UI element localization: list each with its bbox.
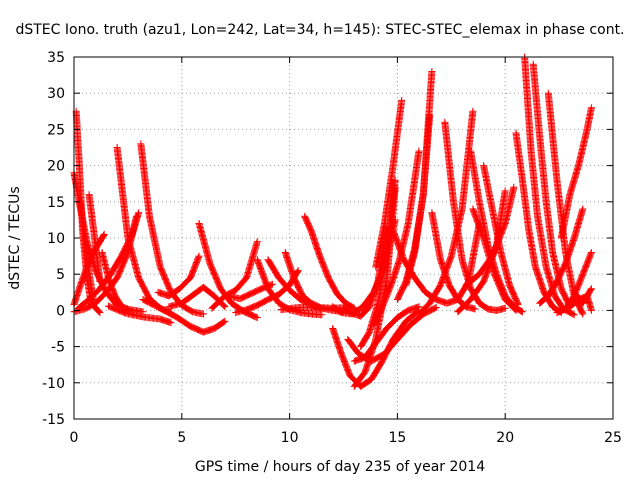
data-point-markers <box>553 249 595 317</box>
data-point-markers <box>529 60 574 311</box>
data-point-markers <box>557 104 595 242</box>
data-series <box>372 96 406 271</box>
data-point-markers <box>469 205 520 314</box>
x-tick-label: 0 <box>70 430 79 446</box>
y-tick-label: 0 <box>56 303 65 319</box>
data-point-markers <box>441 118 509 314</box>
y-tick-label: 25 <box>47 122 65 138</box>
axis-ticks <box>73 56 614 420</box>
y-tick-label: 30 <box>47 86 65 102</box>
data-point-markers <box>301 212 358 312</box>
data-series <box>105 302 175 327</box>
data-series <box>402 68 436 289</box>
data-series <box>566 292 595 314</box>
data-series <box>557 104 595 242</box>
data-series <box>529 60 574 311</box>
data-series <box>253 256 326 319</box>
y-tick-label: 15 <box>47 195 65 211</box>
y-tick-label: 5 <box>56 267 65 283</box>
y-tick-label: -5 <box>51 340 65 356</box>
data-point-markers <box>208 238 261 312</box>
data-series <box>553 249 595 317</box>
data-series <box>441 118 509 314</box>
chart-title: dSTEC Iono. truth (azu1, Lon=242, Lat=34… <box>15 22 624 38</box>
data-series <box>139 296 229 336</box>
data-series <box>208 238 261 312</box>
x-tick-label: 15 <box>388 430 406 446</box>
x-tick-label: 10 <box>281 430 299 446</box>
y-tick-label: -15 <box>42 412 65 428</box>
data-point-markers <box>98 249 132 314</box>
tick-labels: 0 5 10 15 20 25 -15 -10 -5 0 5 10 15 20 25 30 35 <box>42 50 622 446</box>
data-series <box>536 205 587 307</box>
data-point-markers <box>536 205 587 307</box>
x-tick-label: 25 <box>604 430 622 446</box>
y-tick-label: -10 <box>42 376 65 392</box>
data-point-markers <box>372 96 406 271</box>
y-tick-label: 20 <box>47 159 65 175</box>
data-point-markers <box>253 256 326 319</box>
data-point-markers <box>462 183 518 289</box>
data-point-markers <box>154 252 203 300</box>
y-tick-label: 10 <box>47 231 65 247</box>
data-point-markers <box>566 292 595 314</box>
x-axis-label: GPS time / hours of day 235 of year 2014 <box>195 459 485 475</box>
y-tick-label: 35 <box>47 50 65 66</box>
y-axis-label: dSTEC / TECUs <box>7 186 23 289</box>
data-series <box>98 249 132 314</box>
data-series <box>469 205 520 314</box>
data-point-markers <box>402 68 436 289</box>
data-series <box>462 183 518 289</box>
data-point-markers <box>105 302 175 327</box>
data-series <box>301 212 358 312</box>
data-point-markers <box>139 296 229 336</box>
x-tick-label: 5 <box>177 430 186 446</box>
x-tick-label: 20 <box>496 430 514 446</box>
data-series <box>154 252 203 300</box>
